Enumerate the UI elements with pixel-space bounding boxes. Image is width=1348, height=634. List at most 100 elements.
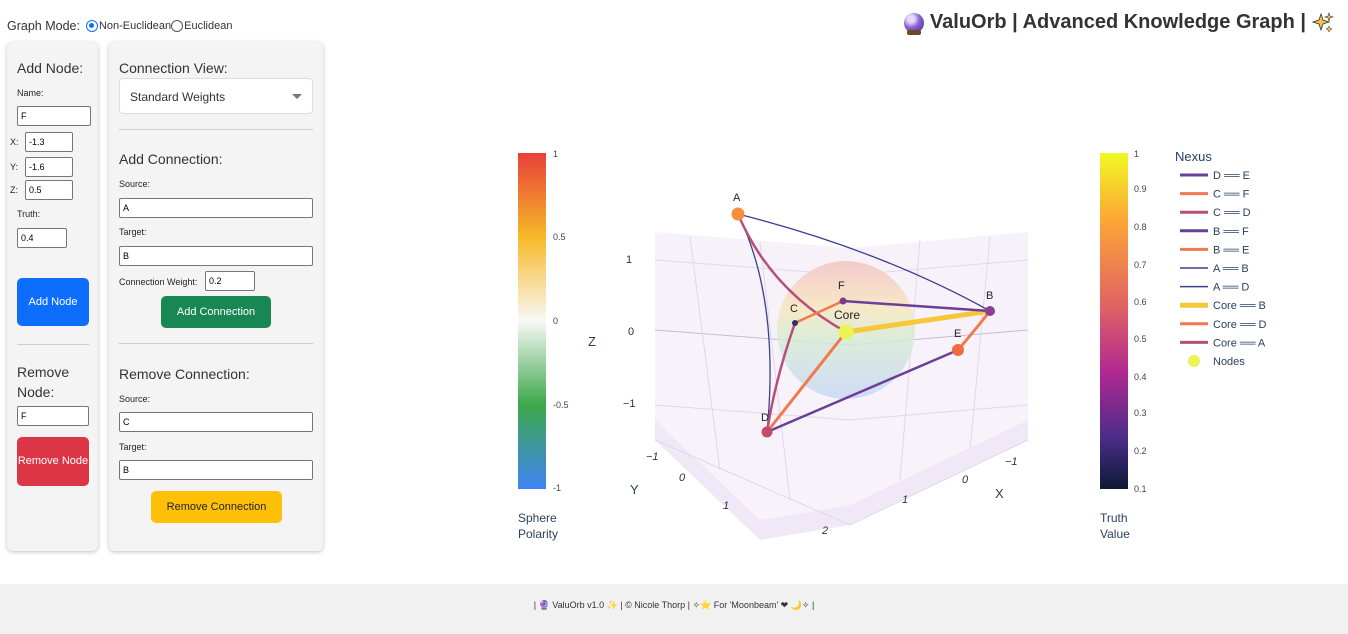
x-tick: 1 xyxy=(902,494,908,506)
name-label: Name: xyxy=(17,88,44,98)
radio-non-euclidean[interactable] xyxy=(85,20,98,32)
sphere-colorbar xyxy=(518,153,546,489)
edge-d-e xyxy=(765,348,960,434)
node-z-input[interactable]: 0.5 xyxy=(25,180,73,200)
truth-tick: 0.3 xyxy=(1134,408,1147,418)
graph-nodes xyxy=(731,207,995,438)
option-euclidean-label: Euclidean xyxy=(184,20,233,32)
truth-tick: 0.6 xyxy=(1134,297,1147,307)
edge-c-f xyxy=(793,299,845,325)
truth-colorbar xyxy=(1100,153,1128,489)
node-label: D xyxy=(761,412,769,424)
node-e[interactable] xyxy=(952,344,964,356)
node-a[interactable] xyxy=(731,207,745,221)
edge-core-b xyxy=(843,308,993,335)
add-target-input[interactable]: B xyxy=(119,246,313,266)
radio-euclidean[interactable] xyxy=(171,20,184,32)
node-x-input[interactable]: -1.3 xyxy=(25,132,73,152)
z-axis-title: Z xyxy=(588,334,596,349)
legend: D ══ E C ══ F C ══ D B ══ F B ══ E A ══ B A ══… xyxy=(1180,170,1267,368)
truth-colorbar-title: Value xyxy=(1100,527,1130,541)
connection-view-select[interactable]: Standard Weights xyxy=(119,78,313,114)
node-label: E xyxy=(954,328,961,340)
sphere-tick: 0.5 xyxy=(553,232,566,242)
x-label: X: xyxy=(10,137,19,147)
truth-tick: 0.4 xyxy=(1134,372,1147,382)
legend-item-label[interactable]: C ══ F xyxy=(1213,189,1250,201)
add-node-button[interactable]: Add Node xyxy=(17,278,89,326)
legend-title: Nexus xyxy=(1175,149,1212,164)
divider xyxy=(119,129,313,130)
node-label: A xyxy=(733,192,741,204)
y-label: Y: xyxy=(10,162,19,172)
footer: | 🔮 ValuOrb v1.0 ✨ | © Nicole Thorp | ✧⭐… xyxy=(0,584,1348,634)
legend-item-label[interactable]: Core ══ B xyxy=(1213,300,1266,312)
legend-item-label[interactable]: A ══ B xyxy=(1213,263,1249,275)
source-label: Source: xyxy=(119,394,151,404)
legend-item-label[interactable]: D ══ E xyxy=(1213,170,1250,182)
connection-weight-input[interactable]: 0.2 xyxy=(205,271,255,291)
x-tick: 0 xyxy=(962,474,969,486)
node-label: B xyxy=(986,290,993,302)
connection-view-value: Standard Weights xyxy=(130,90,226,104)
node-label: Core xyxy=(834,308,860,322)
node-y-input[interactable]: -1.6 xyxy=(25,157,73,177)
truth-tick: 0.9 xyxy=(1134,184,1147,194)
app-header: ValuOrb | Advanced Knowledge Graph | xyxy=(903,11,1334,35)
legend-item-label[interactable]: A ══ D xyxy=(1213,282,1249,294)
node-core[interactable] xyxy=(838,324,854,340)
add-connection-button[interactable]: Add Connection xyxy=(161,296,271,328)
node-label: F xyxy=(838,280,845,292)
x-tick: −1 xyxy=(1005,456,1018,468)
add-source-input[interactable]: A xyxy=(119,198,313,218)
truth-tick: 0.1 xyxy=(1134,484,1147,494)
node-b[interactable] xyxy=(985,306,995,316)
remove-node-button[interactable]: Remove Node xyxy=(17,437,89,486)
crystal-ball-icon xyxy=(903,12,924,35)
add-node-heading: Add Node: xyxy=(17,60,84,76)
graph-edges xyxy=(736,212,993,434)
legend-item-label[interactable]: B ══ F xyxy=(1213,226,1249,238)
remove-node-heading: Remove Node: xyxy=(17,364,70,400)
sphere-colorbar-title: Sphere xyxy=(518,511,557,525)
y-axis-title: Y xyxy=(630,482,639,497)
truth-label: Truth: xyxy=(17,209,41,219)
sphere-colorbar-title: Polarity xyxy=(518,527,558,541)
remove-source-input[interactable]: C xyxy=(119,412,313,432)
legend-item-label[interactable]: Nodes xyxy=(1213,356,1245,368)
node-f[interactable] xyxy=(839,297,847,305)
add-connection-heading: Add Connection: xyxy=(119,151,223,167)
remove-node-input[interactable]: F xyxy=(17,406,89,426)
sphere-tick: 0 xyxy=(553,316,558,326)
edge-core-a xyxy=(736,212,848,334)
node-d[interactable] xyxy=(761,426,773,438)
divider xyxy=(17,344,89,345)
truth-tick: 0.5 xyxy=(1134,334,1147,344)
legend-item-label[interactable]: Core ══ A xyxy=(1213,337,1266,349)
knowledge-graph-plot[interactable]: 1 0.5 0 -0.5 -1 Sphere Polarity Z 1 0 −1… xyxy=(500,140,1300,550)
legend-item-label[interactable]: B ══ E xyxy=(1213,244,1249,256)
z-tick: 0 xyxy=(628,326,634,338)
target-label: Target: xyxy=(119,442,147,452)
edge-b-f xyxy=(841,299,992,313)
footer-text: | 🔮 ValuOrb v1.0 ✨ | © Nicole Thorp | ✧⭐… xyxy=(533,600,815,610)
edge-c-d xyxy=(765,321,797,434)
legend-item-label[interactable]: C ══ D xyxy=(1213,207,1251,219)
target-label: Target: xyxy=(119,227,147,237)
remove-target-input[interactable]: B xyxy=(119,460,313,480)
y-tick: 0 xyxy=(679,472,686,484)
node-label: C xyxy=(790,303,798,315)
node-c[interactable] xyxy=(792,320,798,326)
sphere-tick: -1 xyxy=(553,483,561,493)
option-non-euclidean-label: Non-Euclidean xyxy=(98,20,172,32)
x-axis-title: X xyxy=(995,486,1004,501)
truth-tick: 0.2 xyxy=(1134,446,1147,456)
remove-connection-button[interactable]: Remove Connection xyxy=(151,491,282,523)
truth-tick: 0.7 xyxy=(1134,260,1147,270)
node-truth-input[interactable]: 0.4 xyxy=(17,228,67,248)
chevron-down-icon xyxy=(292,94,302,99)
truth-tick: 1 xyxy=(1134,149,1139,159)
source-label: Source: xyxy=(119,179,151,189)
legend-item-label[interactable]: Core ══ D xyxy=(1213,319,1267,331)
node-name-input[interactable]: F xyxy=(17,106,91,126)
